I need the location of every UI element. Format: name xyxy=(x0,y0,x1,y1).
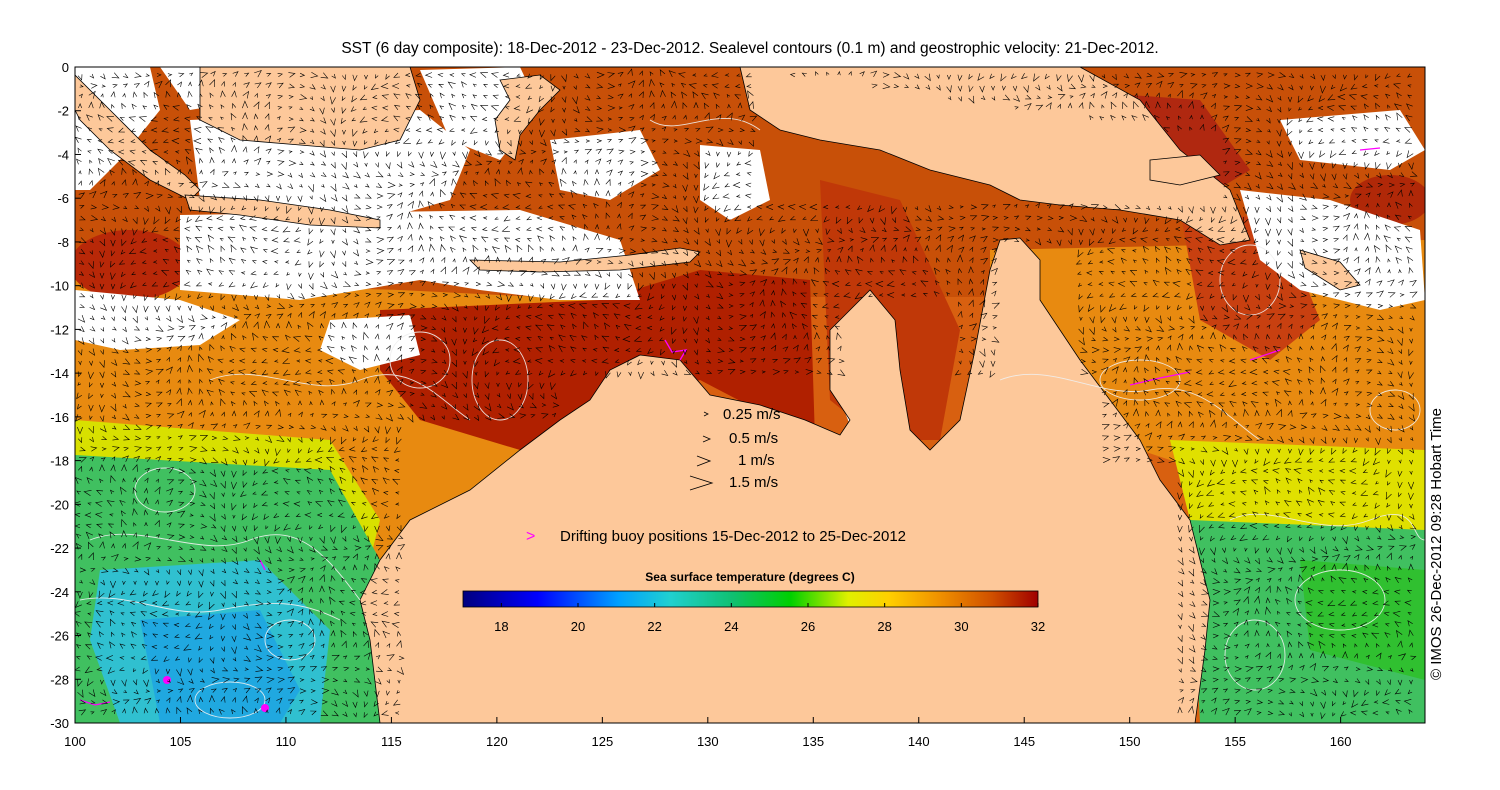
colorbar-gradient xyxy=(462,590,1039,608)
y-tick-label: -24 xyxy=(50,585,69,600)
colorbar-ticks: 18 20 22 24 26 28 30 32 xyxy=(494,603,1045,634)
buoy-legend: > Drifting buoy positions 15-Dec-2012 to… xyxy=(526,528,906,545)
plot-area xyxy=(75,67,1425,723)
copyright-notice: © IMOS 26-Dec-2012 09:28 Hobart Time xyxy=(1428,408,1445,680)
colorbar-tick-label: 28 xyxy=(877,619,891,634)
colorbar-tick-label: 26 xyxy=(801,619,815,634)
y-tick-label: -16 xyxy=(50,410,69,425)
buoy-tracks xyxy=(79,147,1381,706)
velocity-legend-item: 1.5 m/s xyxy=(689,474,778,491)
colorbar-tick-label: 30 xyxy=(954,619,968,634)
velocity-legend-label: 0.25 m/s xyxy=(723,406,781,423)
velocity-legend-arrow xyxy=(689,475,714,491)
buoy-marker xyxy=(163,676,171,684)
x-tick-label: 160 xyxy=(1330,734,1352,749)
x-tick-label: 115 xyxy=(381,734,402,749)
colorbar-tick-label: 32 xyxy=(1031,619,1045,634)
buoy-marker xyxy=(261,704,269,712)
y-tick-label: -30 xyxy=(50,716,69,731)
velocity-legend-item: 1 m/s xyxy=(696,452,775,469)
buoy-legend-label: Drifting buoy positions 15-Dec-2012 to 2… xyxy=(560,528,906,545)
velocity-legend-label: 1.5 m/s xyxy=(729,474,778,491)
x-tick-label: 155 xyxy=(1224,734,1246,749)
x-tick-label: 120 xyxy=(486,734,508,749)
colorbar-tick-label: 22 xyxy=(647,619,661,634)
buoy-legend-marker: > xyxy=(526,528,535,545)
velocity-legend-item: 0.25 m/s xyxy=(703,406,781,423)
y-tick-label: -20 xyxy=(50,497,69,512)
y-tick-label: -10 xyxy=(50,279,69,294)
y-axis: 0 -2 -4 -6 -8 -10 -12 -14 -16 -18 -20 -22 -24 -26 -28 -… xyxy=(50,60,81,731)
x-tick-label: 135 xyxy=(802,734,824,749)
y-tick-label: -12 xyxy=(50,322,69,337)
y-tick-label: 0 xyxy=(62,60,69,75)
y-tick-label: -26 xyxy=(50,629,69,644)
sealevel-contours xyxy=(79,118,1425,719)
velocity-legend: 0.25 m/s 0.5 m/s 1 m/s 1.5 m/s xyxy=(689,406,781,491)
x-tick-label: 110 xyxy=(276,734,297,749)
velocity-legend-arrow xyxy=(703,411,709,417)
colorbar-title: Sea surface temperature (degrees C) xyxy=(645,570,854,584)
x-axis: 100 105 110 115 120 125 130 135 140 145 150 155 160 xyxy=(64,717,1351,749)
velocity-legend-label: 0.5 m/s xyxy=(729,430,778,447)
y-tick-label: -28 xyxy=(50,672,69,687)
y-tick-label: -18 xyxy=(50,454,69,469)
geostrophic-velocity-arrows xyxy=(75,68,1418,720)
x-tick-label: 150 xyxy=(1119,734,1141,749)
y-tick-label: -8 xyxy=(57,235,69,250)
y-tick-label: -2 xyxy=(57,104,69,119)
y-tick-label: -6 xyxy=(57,191,69,206)
x-tick-label: 140 xyxy=(908,734,930,749)
sst-colorbar: Sea surface temperature (degrees C) 18 20… xyxy=(462,570,1045,634)
x-tick-label: 130 xyxy=(697,734,719,749)
colorbar-tick-label: 20 xyxy=(571,619,585,634)
x-tick-label: 105 xyxy=(170,734,192,749)
colorbar-tick-label: 24 xyxy=(724,619,738,634)
x-tick-label: 145 xyxy=(1013,734,1035,749)
plot-frame xyxy=(74,66,1426,724)
velocity-legend-arrow xyxy=(696,455,712,467)
map-title: SST (6 day composite): 18-Dec-2012 - 23-… xyxy=(341,40,1158,57)
x-tick-label: 125 xyxy=(591,734,613,749)
velocity-legend-item: 0.5 m/s xyxy=(702,430,778,447)
x-tick-label: 100 xyxy=(64,734,86,749)
velocity-legend-label: 1 m/s xyxy=(738,452,775,469)
y-tick-label: -14 xyxy=(50,366,69,381)
y-tick-label: -22 xyxy=(50,541,69,556)
colorbar-tick-label: 18 xyxy=(494,619,508,634)
velocity-legend-arrow xyxy=(702,435,712,443)
y-tick-label: -4 xyxy=(57,147,69,162)
